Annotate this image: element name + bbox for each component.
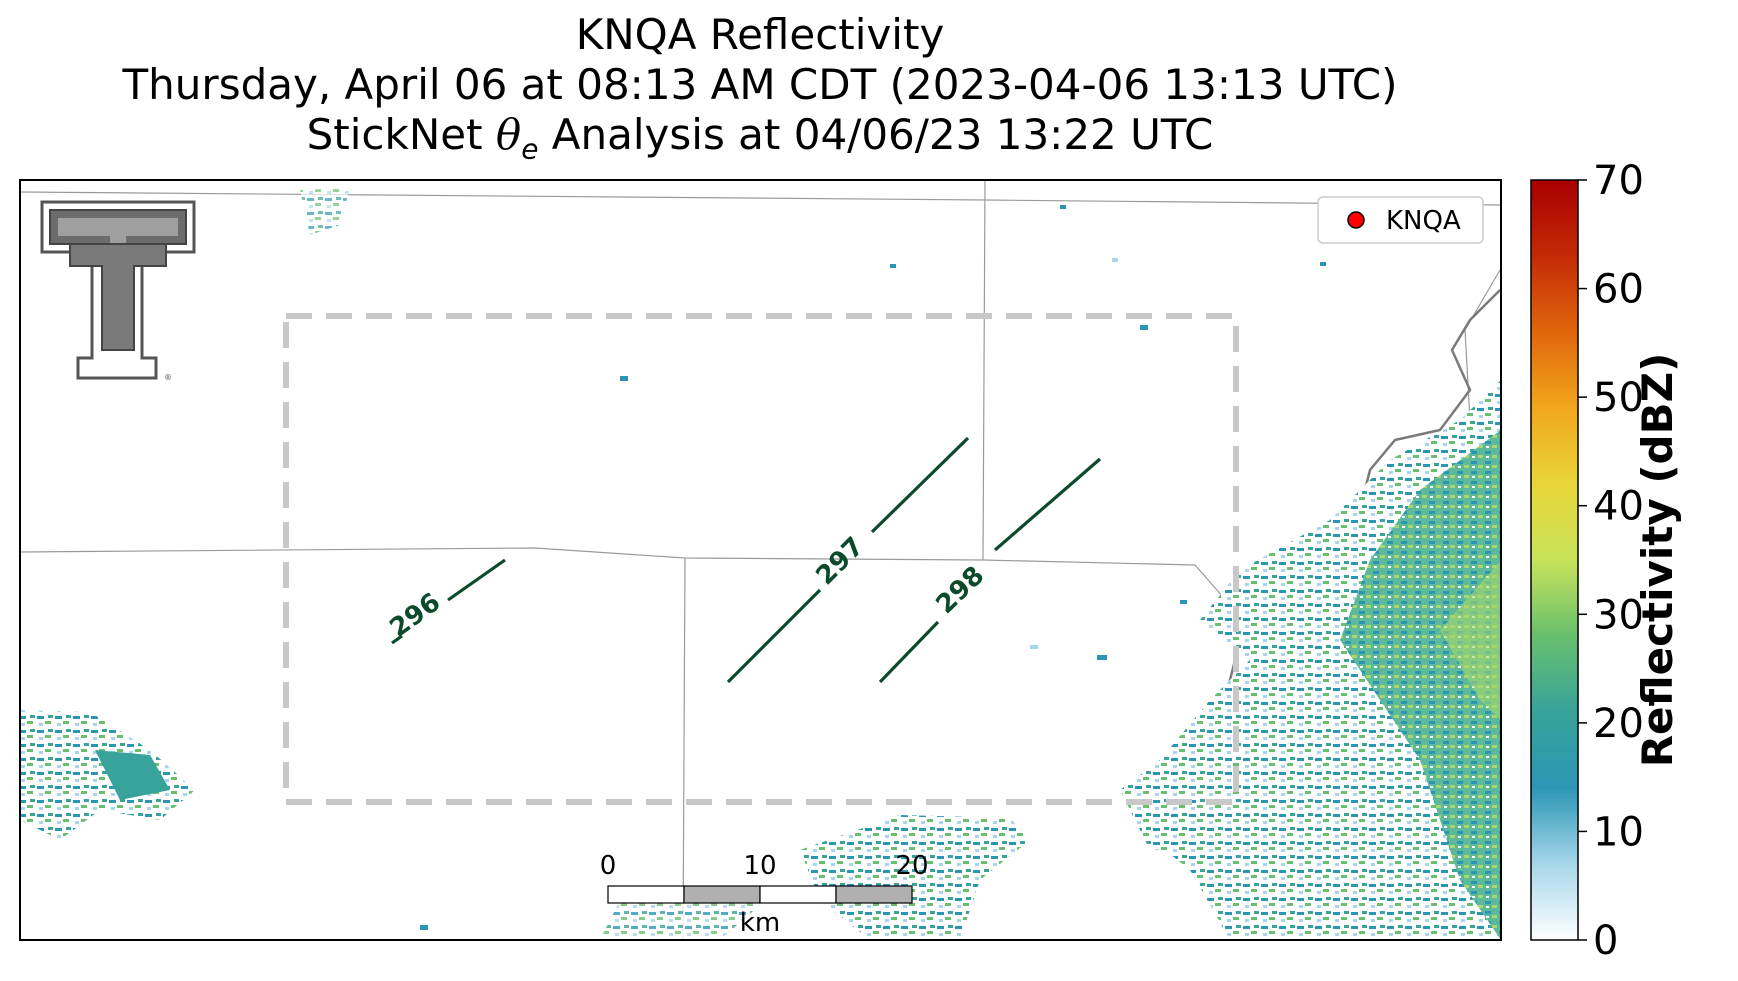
scale-bar: 0 10 20 km [600, 851, 929, 938]
colorbar-tick-label: 60 [1593, 267, 1644, 313]
scale-tick-0: 0 [600, 851, 617, 881]
theta-subscript: e [521, 132, 539, 166]
colorbar-tick-label: 50 [1593, 375, 1644, 421]
scale-tick-20: 20 [895, 851, 928, 881]
colorbar-tick-label: 20 [1593, 701, 1644, 747]
title-prefix: StickNet [306, 110, 496, 159]
title-suffix: Analysis at 04/06/23 13:22 UTC [538, 110, 1214, 159]
contour-line-297-high [870, 436, 970, 534]
colorbar-tick-label: 30 [1593, 592, 1644, 638]
colorbar: 0 10 20 30 40 50 60 70 Reflectivity (dBZ) [1530, 158, 1682, 964]
texas-tech-logo-icon: ® [40, 200, 196, 382]
colorbar-tick-label: 70 [1593, 158, 1644, 204]
colorbar-gradient-bar [1530, 179, 1579, 941]
title-block: KNQA Reflectivity Thursday, April 06 at … [0, 10, 1520, 174]
colorbar-tick-label: 40 [1593, 484, 1644, 530]
contour-tail-296 [391, 634, 403, 645]
svg-text:®: ® [164, 373, 172, 382]
colorbar-tick-label: 0 [1593, 918, 1618, 964]
contour-line-296 [447, 558, 506, 602]
legend-label: KNQA [1386, 206, 1461, 236]
contour-line-298-low [878, 620, 940, 684]
title-line-1: KNQA Reflectivity [575, 10, 945, 59]
legend: KNQA [1317, 196, 1484, 244]
title-line-3: StickNet θe Analysis at 04/06/23 13:22 U… [0, 110, 1520, 174]
map-area: 296 297 298 0 10 20 km KNQA [20, 180, 1501, 940]
title-line-2: Thursday, April 06 at 08:13 AM CDT (2023… [122, 60, 1398, 109]
map-frame [19, 179, 1502, 941]
contour-line-298-high [993, 457, 1102, 552]
colorbar-tick-label: 10 [1593, 809, 1644, 855]
contour-line-297-low [726, 588, 822, 684]
theta-symbol: θ [495, 110, 522, 159]
colorbar-label: Reflectivity (dBZ) [1633, 353, 1682, 768]
scale-tick-10: 10 [743, 851, 776, 881]
scale-unit: km [740, 908, 780, 938]
theta-e-contours [391, 436, 1102, 684]
radar-site-marker-icon [1347, 211, 1365, 229]
colorbar-ticks: 0 10 20 30 40 50 60 70 [1578, 158, 1644, 964]
